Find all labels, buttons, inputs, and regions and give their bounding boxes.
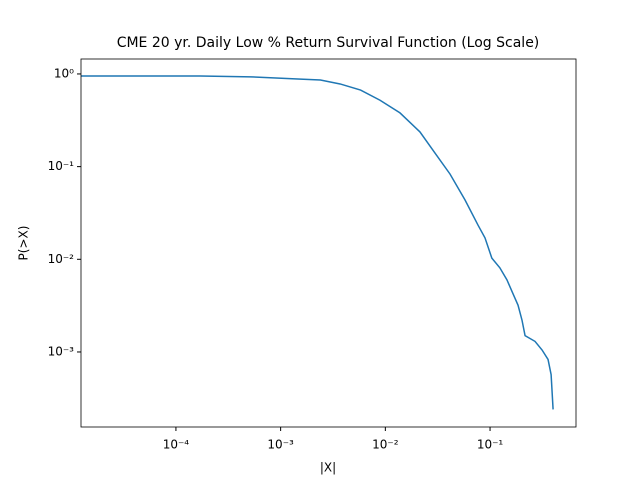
x-tick-label: 10⁻¹ (477, 438, 504, 452)
y-tick-label: 10⁻³ (48, 344, 75, 358)
x-axis-label: |X| (320, 461, 336, 475)
y-tick-label: 10⁻² (48, 252, 75, 266)
y-axis-label: P(>X) (17, 226, 31, 261)
x-tick-label: 10⁻⁴ (163, 438, 190, 452)
chart-title: CME 20 yr. Daily Low % Return Survival F… (117, 35, 540, 51)
x-tick-label: 10⁻² (372, 438, 399, 452)
data-line (81, 75, 554, 410)
y-tick-label: 10⁻¹ (48, 159, 75, 173)
y-tick-label: 10⁰ (54, 66, 74, 80)
plot-frame (80, 58, 577, 428)
x-tick-label: 10⁻³ (267, 438, 294, 452)
